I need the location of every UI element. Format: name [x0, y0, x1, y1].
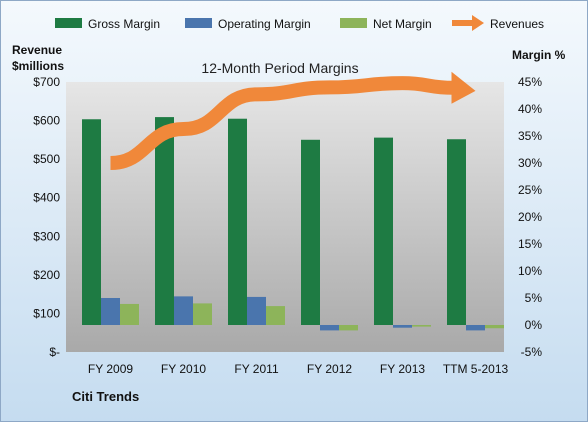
- legend-swatch-net-margin: [340, 18, 367, 28]
- legend-swatch-revenues: [452, 20, 474, 26]
- left-tick-label: $300: [33, 229, 60, 243]
- legend-label-gross-margin: Gross Margin: [88, 17, 160, 31]
- revenue-arrow-head: [451, 71, 476, 104]
- legend-swatch-operating-margin: [185, 18, 212, 28]
- bar-series: [82, 117, 504, 331]
- left-tick-label: $200: [33, 268, 60, 282]
- revenue-trend: [109, 71, 476, 170]
- right-tick-label: 35%: [518, 129, 542, 143]
- bar-net-margin-fy-2012: [339, 325, 358, 331]
- category-label: FY 2012: [307, 362, 352, 376]
- bar-operating-margin-fy-2011: [247, 296, 266, 325]
- right-tick-label: 25%: [518, 183, 542, 197]
- bar-gross-margin-fy-2012: [301, 139, 320, 325]
- right-axis: -5% 0% 5% 10% 15% 20% 25% 30% 35% 40% 45%: [518, 75, 542, 359]
- legend-label-operating-margin: Operating Margin: [218, 17, 311, 31]
- left-axis: $- $100 $200 $300 $400 $500 $600 $700: [33, 75, 60, 359]
- category-label: TTM 5-2013: [443, 362, 509, 376]
- bar-net-margin-fy-2010: [193, 303, 212, 325]
- left-axis-title-line2: $millions: [12, 59, 64, 73]
- company-name: Citi Trends: [72, 389, 139, 404]
- bar-net-margin-ttm-5-2013: [485, 325, 504, 329]
- legend-label-revenues: Revenues: [490, 17, 544, 31]
- right-tick-label: 45%: [518, 75, 542, 89]
- left-tick-label: $100: [33, 306, 60, 320]
- legend-arrow-head: [472, 15, 484, 31]
- legend-label-net-margin: Net Margin: [373, 17, 432, 31]
- bar-operating-margin-fy-2012: [320, 325, 339, 331]
- bar-operating-margin-ttm-5-2013: [466, 325, 485, 331]
- left-tick-label: $500: [33, 152, 60, 166]
- category-label: FY 2013: [380, 362, 425, 376]
- bar-net-margin-fy-2009: [120, 303, 139, 325]
- right-tick-label: 40%: [518, 102, 542, 116]
- chart-title: 12-Month Period Margins: [201, 60, 358, 76]
- right-tick-label: -5%: [521, 345, 543, 359]
- right-tick-label: 5%: [525, 291, 543, 305]
- bar-net-margin-fy-2013: [412, 325, 431, 327]
- bar-operating-margin-fy-2013: [393, 325, 412, 328]
- legend-swatch-gross-margin: [55, 18, 82, 28]
- category-label: FY 2009: [88, 362, 133, 376]
- left-tick-label: $400: [33, 191, 60, 205]
- revenue-trend-line: [109, 76, 454, 170]
- left-tick-label: $700: [33, 75, 60, 89]
- right-tick-label: 20%: [518, 210, 542, 224]
- right-tick-label: 10%: [518, 264, 542, 278]
- bar-operating-margin-fy-2009: [101, 298, 120, 325]
- right-tick-label: 30%: [518, 156, 542, 170]
- bar-gross-margin-fy-2011: [228, 118, 247, 325]
- bar-gross-margin-fy-2010: [155, 117, 174, 325]
- legend: Gross Margin Operating Margin Net Margin Re…: [55, 15, 544, 31]
- left-tick-label: $600: [33, 114, 60, 128]
- right-tick-label: 15%: [518, 237, 542, 251]
- bar-operating-margin-fy-2010: [174, 296, 193, 325]
- bar-gross-margin-ttm-5-2013: [447, 139, 466, 325]
- right-tick-label: 0%: [525, 318, 543, 332]
- bar-gross-margin-fy-2013: [374, 137, 393, 325]
- right-axis-title: Margin %: [512, 48, 566, 62]
- category-axis: FY 2009 FY 2010 FY 2011 FY 2012 FY 2013 TTM 5…: [88, 362, 509, 376]
- category-label: FY 2011: [234, 362, 279, 376]
- bar-gross-margin-fy-2009: [82, 119, 101, 325]
- category-label: FY 2010: [161, 362, 206, 376]
- left-axis-title-line1: Revenue: [12, 43, 62, 57]
- left-tick-label: $-: [49, 345, 60, 359]
- bar-net-margin-fy-2011: [266, 306, 285, 325]
